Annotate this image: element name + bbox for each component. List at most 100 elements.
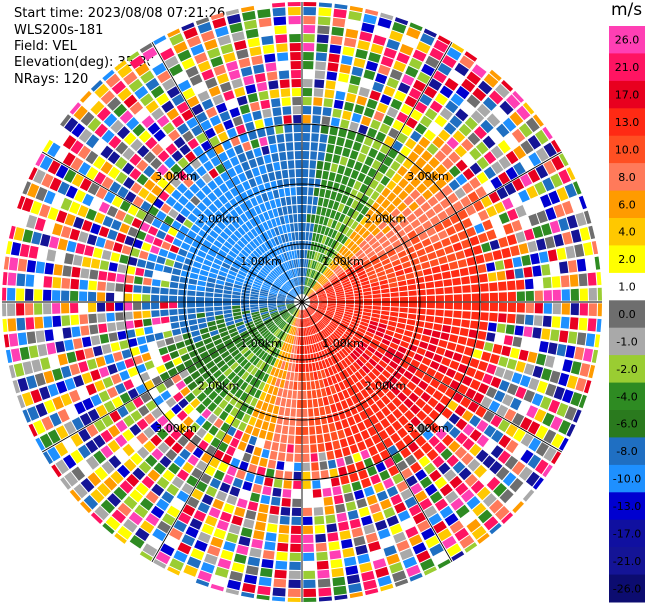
range-ring-label: 3.00km xyxy=(155,422,197,435)
range-gate xyxy=(406,381,417,391)
range-gate xyxy=(219,81,232,93)
range-gate xyxy=(307,289,313,296)
range-gate xyxy=(401,74,415,86)
range-gate xyxy=(534,408,547,423)
range-gate xyxy=(325,386,332,396)
range-gate xyxy=(404,95,418,108)
range-gate xyxy=(317,370,323,380)
range-gate xyxy=(334,421,343,431)
range-gate xyxy=(341,335,350,343)
range-gate xyxy=(314,515,325,525)
range-gate xyxy=(355,461,365,471)
colorbar-tick-label: -6.0 xyxy=(616,418,637,431)
range-gate xyxy=(226,127,238,139)
range-gate xyxy=(516,303,525,313)
range-gate xyxy=(151,185,163,197)
range-gate xyxy=(241,307,250,312)
range-gate xyxy=(305,309,310,317)
range-gate xyxy=(588,287,597,301)
range-gate xyxy=(318,298,327,301)
range-gate xyxy=(459,267,469,277)
range-gate xyxy=(357,152,367,163)
range-gate xyxy=(310,214,316,223)
range-gate xyxy=(374,422,384,433)
range-gate xyxy=(177,542,192,555)
range-gate xyxy=(223,338,233,346)
range-gate xyxy=(226,98,238,110)
range-gate xyxy=(215,342,225,351)
range-gate xyxy=(161,323,171,331)
range-gate xyxy=(338,466,348,476)
range-gate xyxy=(309,294,317,299)
range-gate xyxy=(421,442,433,454)
range-gate xyxy=(272,487,282,497)
range-gate xyxy=(288,251,293,260)
range-gate xyxy=(421,527,435,541)
range-gate xyxy=(452,461,466,474)
range-gate xyxy=(267,334,275,343)
range-gate xyxy=(399,375,410,386)
range-gate xyxy=(201,408,212,419)
range-gate xyxy=(8,364,16,379)
range-gate xyxy=(302,142,310,151)
range-gate xyxy=(186,95,200,108)
range-gate xyxy=(559,330,569,343)
range-gate xyxy=(437,528,452,542)
range-gate xyxy=(231,418,241,429)
range-gate xyxy=(231,349,240,358)
range-gate xyxy=(283,480,292,489)
range-gate xyxy=(316,34,329,44)
range-gate xyxy=(147,226,159,236)
range-gate xyxy=(134,319,143,328)
range-gate xyxy=(369,320,379,327)
range-gate xyxy=(318,305,327,309)
range-gate xyxy=(164,157,176,169)
range-gate xyxy=(232,308,241,313)
range-gate xyxy=(570,392,583,407)
range-gate xyxy=(303,286,307,295)
range-gate xyxy=(476,156,489,170)
range-gate xyxy=(293,115,302,124)
range-gate xyxy=(532,114,544,127)
range-gate xyxy=(339,64,351,74)
range-gate xyxy=(303,2,317,7)
range-gate xyxy=(170,429,182,441)
range-gate xyxy=(107,272,117,282)
range-gate xyxy=(162,469,175,482)
range-gate xyxy=(122,429,135,442)
range-gate xyxy=(372,298,381,302)
range-gate xyxy=(236,273,246,280)
range-gate xyxy=(162,513,176,526)
range-gate xyxy=(258,90,269,101)
range-gate xyxy=(254,335,263,343)
range-gate xyxy=(105,73,121,88)
range-gate xyxy=(489,312,498,322)
range-gate xyxy=(101,176,114,190)
colorbar-swatch xyxy=(609,108,645,137)
range-gate xyxy=(254,226,262,235)
range-gate xyxy=(272,596,286,602)
range-gate xyxy=(312,480,321,489)
range-gate xyxy=(182,87,196,100)
range-gate xyxy=(482,493,497,507)
range-gate xyxy=(241,161,251,172)
range-gate xyxy=(273,268,280,276)
range-gate xyxy=(258,371,266,381)
range-gate xyxy=(314,261,320,270)
range-gate xyxy=(64,117,79,133)
range-gate xyxy=(432,203,444,214)
range-gate xyxy=(305,287,310,295)
range-gate xyxy=(432,455,445,468)
range-gate xyxy=(213,123,225,135)
range-gate xyxy=(536,238,547,251)
range-gate xyxy=(248,435,258,446)
range-gate xyxy=(94,380,106,392)
range-gate xyxy=(229,486,241,497)
range-gate xyxy=(320,415,328,425)
range-gate xyxy=(318,234,324,243)
range-gate xyxy=(527,169,541,183)
range-gate xyxy=(249,101,261,112)
range-gate xyxy=(432,241,443,251)
range-gate xyxy=(52,396,64,410)
range-gate xyxy=(444,286,453,294)
